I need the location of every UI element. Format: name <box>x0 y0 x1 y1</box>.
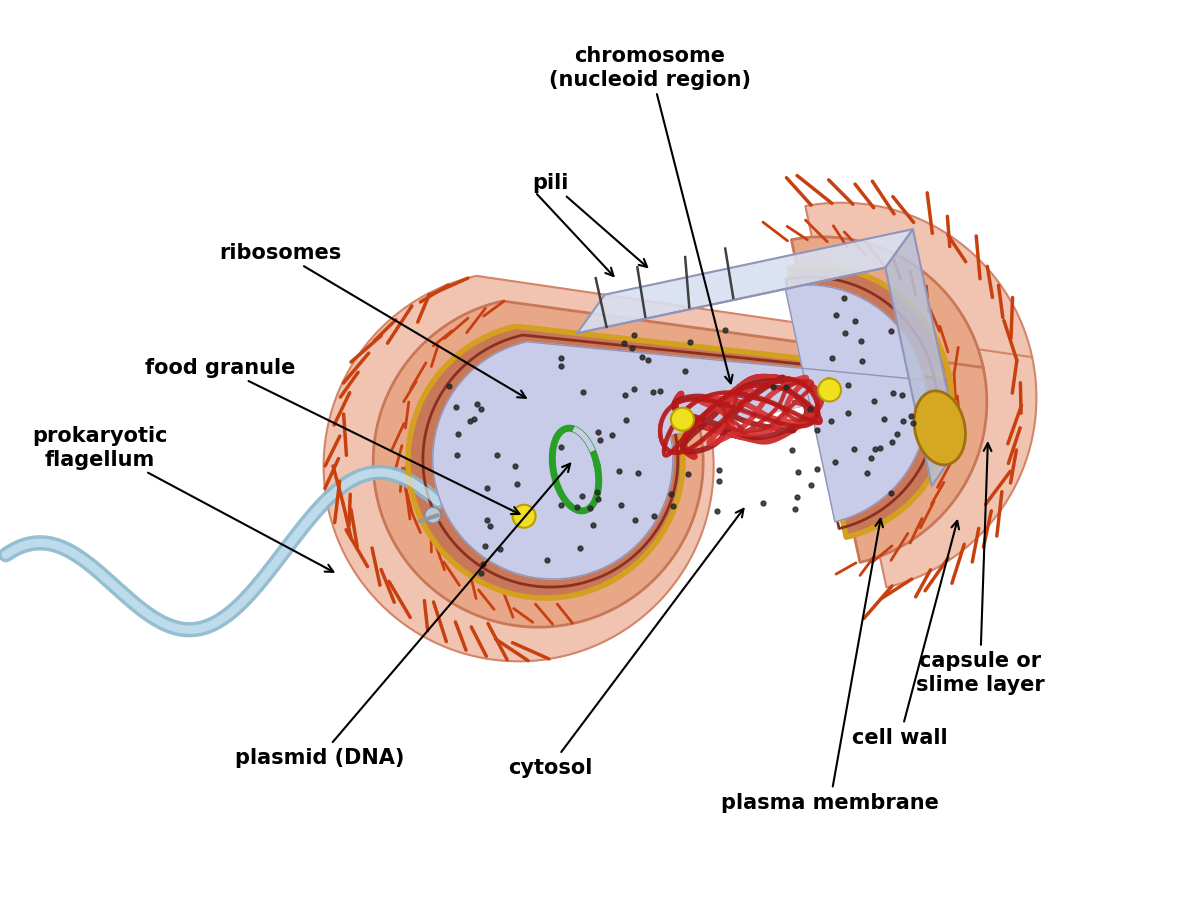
Text: cytosol: cytosol <box>508 510 744 778</box>
Polygon shape <box>886 230 959 486</box>
Polygon shape <box>324 204 1037 661</box>
Circle shape <box>425 508 440 524</box>
Text: plasma membrane: plasma membrane <box>721 520 938 812</box>
Text: plasmid (DNA): plasmid (DNA) <box>235 465 570 767</box>
Polygon shape <box>408 267 952 598</box>
Polygon shape <box>433 286 928 579</box>
Text: capsule or
slime layer: capsule or slime layer <box>916 444 1044 694</box>
Ellipse shape <box>914 391 966 465</box>
Polygon shape <box>373 237 986 628</box>
Polygon shape <box>577 230 913 334</box>
Text: pili: pili <box>532 173 647 268</box>
Text: chromosome
(nucleoid region): chromosome (nucleoid region) <box>550 46 751 384</box>
Circle shape <box>671 409 694 431</box>
Text: prokaryotic
flagellum: prokaryotic flagellum <box>32 426 334 572</box>
Text: ribosomes: ribosomes <box>218 243 526 399</box>
Text: cell wall: cell wall <box>852 521 959 747</box>
Text: food granule: food granule <box>145 357 520 514</box>
Circle shape <box>818 379 841 402</box>
Circle shape <box>512 505 535 529</box>
